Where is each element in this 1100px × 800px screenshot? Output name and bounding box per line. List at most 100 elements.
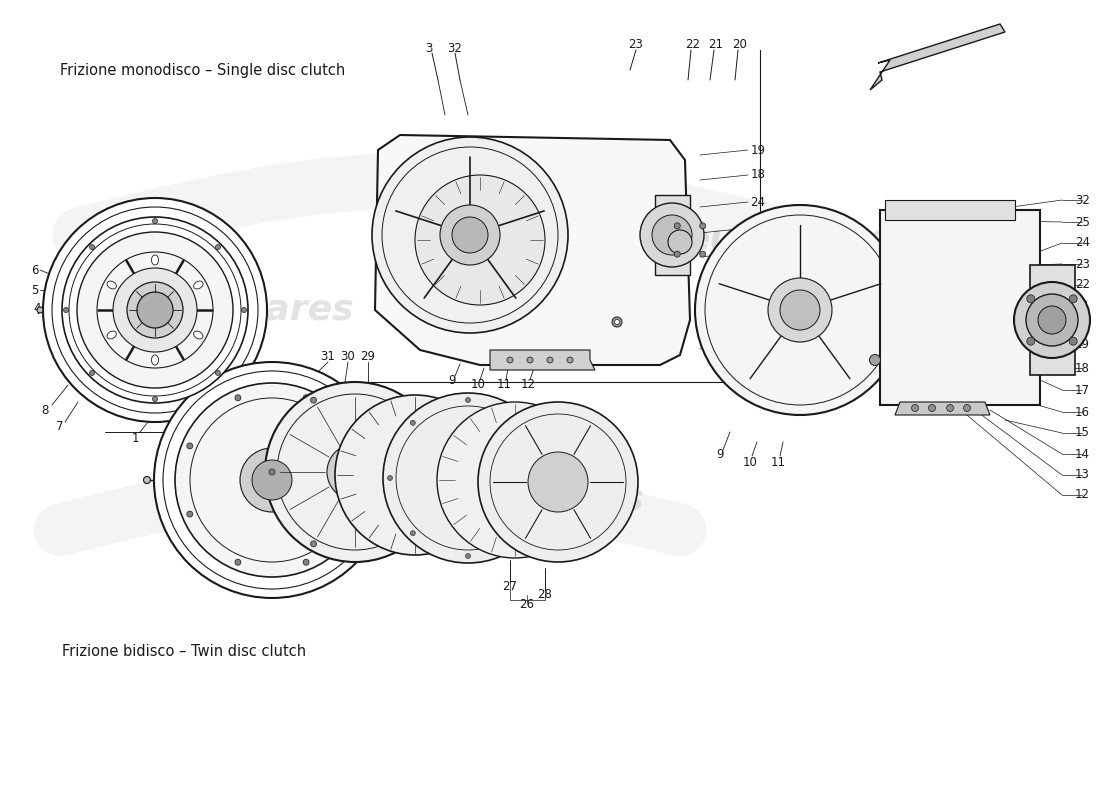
Text: 7: 7 xyxy=(56,421,64,434)
Text: 19: 19 xyxy=(750,143,766,157)
Circle shape xyxy=(780,290,820,330)
Circle shape xyxy=(304,559,309,566)
Circle shape xyxy=(478,402,638,562)
Circle shape xyxy=(265,382,446,562)
Circle shape xyxy=(77,232,233,388)
Text: 12: 12 xyxy=(1075,489,1090,502)
Text: 1: 1 xyxy=(131,431,139,445)
Circle shape xyxy=(387,447,443,503)
Circle shape xyxy=(351,443,358,449)
Circle shape xyxy=(62,217,248,403)
Circle shape xyxy=(465,398,471,402)
Text: 12: 12 xyxy=(750,338,766,350)
Circle shape xyxy=(327,444,383,500)
Circle shape xyxy=(1026,294,1035,302)
Circle shape xyxy=(410,420,416,426)
Circle shape xyxy=(37,307,43,313)
Circle shape xyxy=(491,456,539,504)
Text: 15: 15 xyxy=(1075,426,1090,439)
Circle shape xyxy=(543,475,549,481)
Circle shape xyxy=(520,530,526,536)
Circle shape xyxy=(252,460,292,500)
Circle shape xyxy=(240,448,304,512)
Text: 4: 4 xyxy=(33,302,41,314)
Circle shape xyxy=(113,268,197,352)
Text: 14: 14 xyxy=(750,294,766,306)
Text: 11: 11 xyxy=(496,378,512,391)
Text: 10: 10 xyxy=(742,455,758,469)
Ellipse shape xyxy=(152,355,158,365)
Text: 11: 11 xyxy=(770,455,785,469)
Circle shape xyxy=(566,357,573,363)
Bar xyxy=(654,195,690,275)
Text: 28: 28 xyxy=(538,589,552,602)
Circle shape xyxy=(89,370,95,375)
Circle shape xyxy=(1038,306,1066,334)
Circle shape xyxy=(964,405,970,411)
Circle shape xyxy=(928,405,935,411)
Text: 3: 3 xyxy=(426,42,432,54)
Circle shape xyxy=(946,405,954,411)
Text: 30: 30 xyxy=(341,350,355,363)
Circle shape xyxy=(869,354,880,366)
Text: 26: 26 xyxy=(519,598,535,611)
Circle shape xyxy=(310,541,317,547)
Circle shape xyxy=(153,218,157,223)
Circle shape xyxy=(612,317,621,327)
Text: 15: 15 xyxy=(750,270,766,282)
Circle shape xyxy=(143,477,151,483)
Text: 2: 2 xyxy=(196,422,204,434)
Circle shape xyxy=(175,383,368,577)
Circle shape xyxy=(527,357,534,363)
Circle shape xyxy=(415,175,544,305)
Circle shape xyxy=(695,205,905,415)
Circle shape xyxy=(387,475,393,481)
Bar xyxy=(886,200,1015,220)
Circle shape xyxy=(700,223,706,229)
Text: Frizione monodisco – Single disc clutch: Frizione monodisco – Single disc clutch xyxy=(60,62,345,78)
Text: 23: 23 xyxy=(1075,258,1090,270)
Circle shape xyxy=(674,251,680,257)
Text: 17: 17 xyxy=(1075,383,1090,397)
Circle shape xyxy=(216,370,220,375)
Circle shape xyxy=(443,453,493,503)
Text: 6: 6 xyxy=(31,263,38,277)
Text: 24: 24 xyxy=(1075,237,1090,250)
Circle shape xyxy=(615,319,619,325)
Circle shape xyxy=(1014,282,1090,358)
Text: 20: 20 xyxy=(1075,321,1090,334)
Polygon shape xyxy=(375,135,690,365)
Circle shape xyxy=(153,397,157,402)
Text: 22: 22 xyxy=(685,38,701,51)
Text: 31: 31 xyxy=(320,350,336,363)
Text: 16: 16 xyxy=(750,246,766,258)
Bar xyxy=(1030,265,1075,375)
Circle shape xyxy=(674,223,680,229)
Circle shape xyxy=(652,215,692,255)
Circle shape xyxy=(372,137,568,333)
Ellipse shape xyxy=(194,281,204,289)
Circle shape xyxy=(43,198,267,422)
Bar xyxy=(880,210,1040,405)
Text: 22: 22 xyxy=(1075,278,1090,291)
Circle shape xyxy=(304,394,309,401)
Circle shape xyxy=(394,541,399,547)
Ellipse shape xyxy=(194,331,204,339)
Text: 8: 8 xyxy=(42,403,48,417)
Ellipse shape xyxy=(107,331,117,339)
Circle shape xyxy=(452,217,488,253)
Text: Frizione bidisco – Twin disc clutch: Frizione bidisco – Twin disc clutch xyxy=(62,645,306,659)
Circle shape xyxy=(310,397,317,403)
Text: eurospares: eurospares xyxy=(685,223,914,257)
Circle shape xyxy=(242,307,246,313)
Text: 25: 25 xyxy=(1075,215,1090,229)
Circle shape xyxy=(154,362,390,598)
Text: 21: 21 xyxy=(1075,299,1090,313)
Ellipse shape xyxy=(152,255,158,265)
Circle shape xyxy=(768,278,832,342)
Circle shape xyxy=(912,405,918,411)
Circle shape xyxy=(437,402,593,558)
Circle shape xyxy=(187,443,192,449)
Text: 5: 5 xyxy=(31,283,38,297)
Circle shape xyxy=(89,245,95,250)
